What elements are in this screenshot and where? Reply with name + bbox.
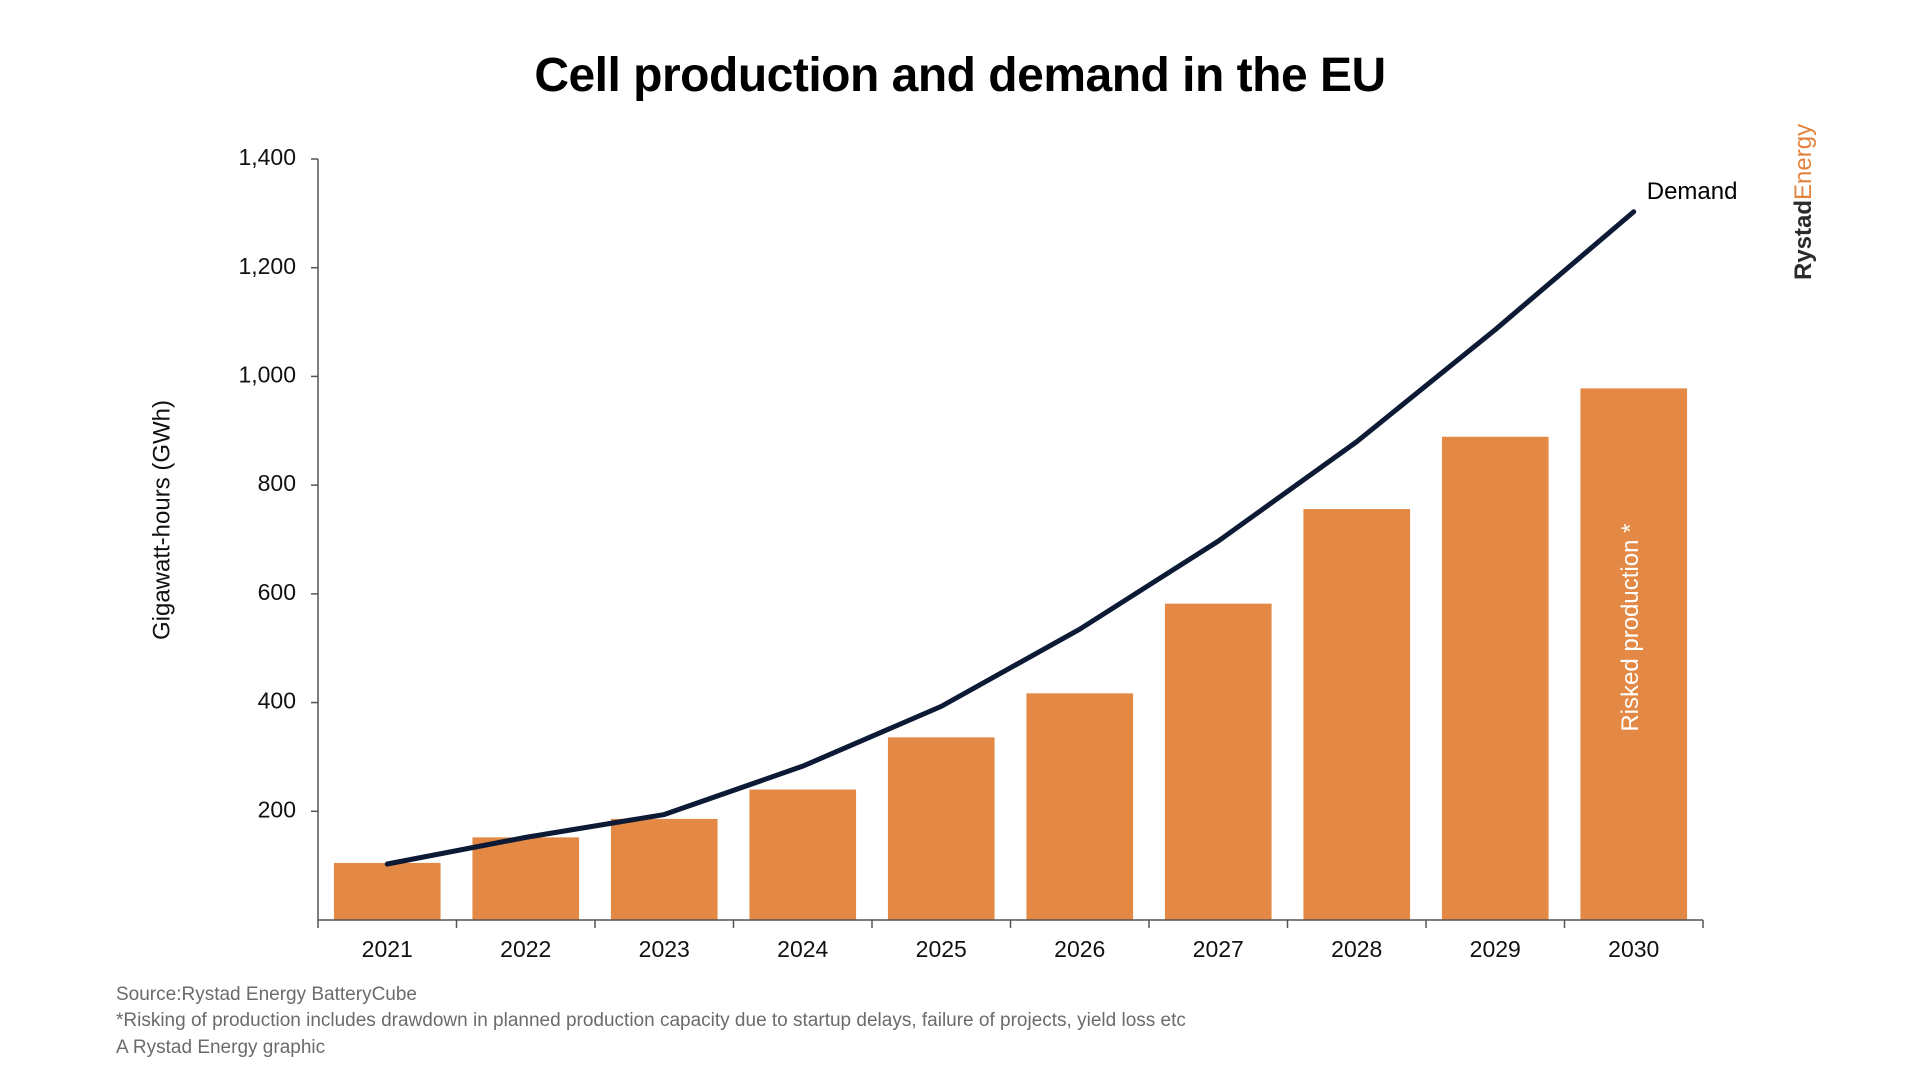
rystad-energy-logo: RystadEnergy xyxy=(1790,124,1818,280)
x-tick-label-2026: 2026 xyxy=(1054,936,1105,962)
y-tick-label-1000: 1,000 xyxy=(238,362,296,388)
x-tick-label-2028: 2028 xyxy=(1331,936,1382,962)
y-tick-label-800: 800 xyxy=(258,470,296,496)
source-note: Source:Rystad Energy BatteryCube xyxy=(116,984,417,1005)
x-tick-label-2023: 2023 xyxy=(639,936,690,962)
x-tick-label-2025: 2025 xyxy=(916,936,967,962)
y-axis-title: Gigawatt-hours (GWh) xyxy=(148,400,175,640)
bar-2027 xyxy=(1164,603,1272,920)
bar-2022 xyxy=(472,837,580,920)
bar-2028 xyxy=(1303,509,1411,920)
bar-2021 xyxy=(333,862,441,920)
y-tick-label-200: 200 xyxy=(258,796,296,822)
y-tick-label-1400: 1,400 xyxy=(238,144,296,170)
risking-footnote: *Risking of production includes drawdown… xyxy=(116,1010,1186,1031)
y-tick-label-1200: 1,200 xyxy=(238,253,296,279)
demand-line xyxy=(384,209,1637,867)
demand-series-label: Demand xyxy=(1647,178,1738,205)
bar-2030 xyxy=(1580,388,1688,920)
bar-2023 xyxy=(610,818,718,920)
x-tick-label-2029: 2029 xyxy=(1470,936,1521,962)
x-tick-label-2021: 2021 xyxy=(362,936,413,962)
x-tick-label-2027: 2027 xyxy=(1193,936,1244,962)
bar-2024 xyxy=(749,789,857,920)
logo-part-rystad: Rystad xyxy=(1790,199,1817,280)
bar-2026 xyxy=(1026,693,1134,920)
y-tick-label-400: 400 xyxy=(258,688,296,714)
bar-2025 xyxy=(887,737,995,920)
logo-part-energy: Energy xyxy=(1790,123,1817,200)
bar-2029 xyxy=(1441,436,1549,920)
x-tick-label-2022: 2022 xyxy=(500,936,551,962)
credit-note: A Rystad Energy graphic xyxy=(116,1037,326,1058)
risked-production-label: Risked production * xyxy=(1617,524,1644,732)
chart-title: Cell production and demand in the EU xyxy=(534,49,1386,102)
x-tick-label-2024: 2024 xyxy=(777,936,828,962)
x-tick-label-2030: 2030 xyxy=(1608,936,1659,962)
y-tick-label-600: 600 xyxy=(258,579,296,605)
